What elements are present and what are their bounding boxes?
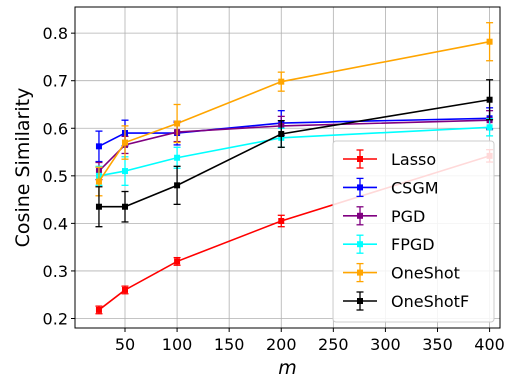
- x-tick-label: 150: [214, 335, 245, 354]
- data-point: [486, 96, 493, 103]
- data-point: [95, 178, 102, 185]
- legend-label: OneShotF: [391, 292, 469, 311]
- legend-entry-csgm: CSGM: [343, 177, 439, 197]
- series-oneshotf: [95, 79, 494, 228]
- legend: Lasso CSGM PGD FPGD OneShot OneShotF: [332, 140, 495, 323]
- y-tick-label: 0.7: [43, 72, 68, 91]
- legend-marker: [357, 298, 363, 304]
- data-point: [174, 154, 181, 161]
- x-tick-label: 300: [370, 335, 401, 354]
- data-point: [95, 306, 102, 313]
- data-point: [95, 203, 102, 210]
- x-tick-label: 400: [474, 335, 505, 354]
- legend-marker: [357, 212, 363, 219]
- data-point: [278, 218, 285, 224]
- data-point: [122, 203, 128, 210]
- x-tick-label: 350: [422, 335, 453, 354]
- legend-entry-fpgd: FPGD: [343, 234, 435, 254]
- ticks: 50 100 150 200 250 300 350 400 0.2 0.3 0.4 0.5 0.6 0.…: [43, 24, 505, 354]
- y-tick-label: 0.6: [43, 119, 68, 138]
- x-axis-label: m: [278, 357, 297, 379]
- legend-label: FPGD: [391, 235, 435, 254]
- x-tick-label: 200: [266, 335, 297, 354]
- legend-label: CSGM: [391, 178, 439, 197]
- data-point: [122, 286, 128, 293]
- data-point: [174, 258, 181, 265]
- x-tick-label: 250: [318, 335, 349, 354]
- y-tick-label: 0.4: [43, 214, 68, 233]
- legend-label: OneShot: [391, 264, 460, 283]
- data-point: [174, 120, 181, 127]
- legend-marker: [357, 241, 363, 248]
- legend-label: PGD: [391, 207, 425, 226]
- legend-entry-oneshot: OneShot: [343, 262, 460, 283]
- x-tick-label: 50: [115, 335, 135, 354]
- y-tick-label: 0.8: [43, 24, 68, 43]
- series-layer: [95, 22, 494, 315]
- data-point: [278, 130, 285, 137]
- legend-marker: [357, 184, 363, 191]
- data-point: [486, 124, 493, 131]
- legend-marker: [357, 269, 363, 276]
- x-tick-label: 100: [162, 335, 193, 354]
- legend-entry-oneshotf: OneShotF: [343, 291, 469, 311]
- y-tick-label: 0.2: [43, 309, 68, 328]
- data-point: [122, 168, 128, 175]
- legend-marker: [357, 156, 363, 162]
- y-tick-label: 0.5: [43, 167, 68, 186]
- y-axis-label: Cosine Similarity: [12, 88, 34, 248]
- data-point: [122, 139, 128, 146]
- data-point: [278, 78, 285, 85]
- legend-label: Lasso: [391, 150, 436, 169]
- y-tick-label: 0.3: [43, 262, 68, 281]
- plot-frame: [74, 6, 501, 329]
- legend-entry-pgd: PGD: [343, 206, 425, 226]
- data-point: [95, 143, 102, 150]
- legend-box: [332, 140, 495, 323]
- data-point: [174, 182, 181, 189]
- data-point: [486, 38, 493, 45]
- legend-entry-lasso: Lasso: [343, 149, 436, 169]
